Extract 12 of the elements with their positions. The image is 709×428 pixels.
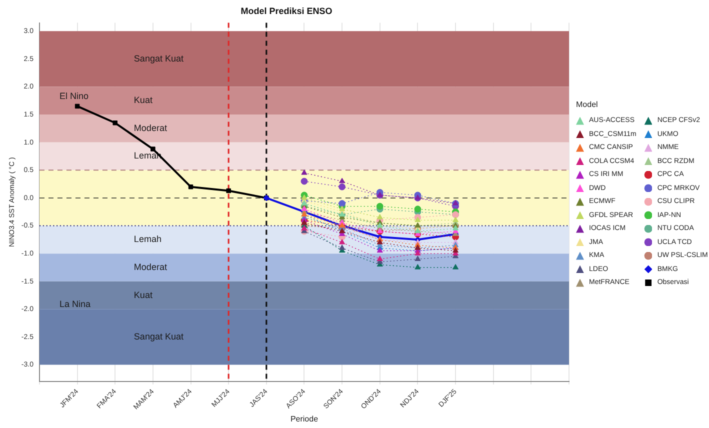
annotation: La Nina: [59, 298, 90, 309]
annotation: El Nino: [59, 90, 88, 101]
band-label: Lemah: [134, 234, 162, 244]
band-label: Kuat: [134, 290, 153, 300]
chart-title: Model Prediksi ENSO: [240, 6, 332, 16]
x-axis-title: Periode: [290, 414, 319, 424]
band-label: Sangat Kuat: [134, 53, 184, 64]
band-label: Sangat Kuat: [134, 331, 184, 342]
legend-title: Model: [576, 100, 599, 109]
band-label: Moderat: [134, 122, 168, 133]
band-label: Moderat: [134, 262, 168, 272]
band-label: Kuat: [134, 95, 153, 106]
